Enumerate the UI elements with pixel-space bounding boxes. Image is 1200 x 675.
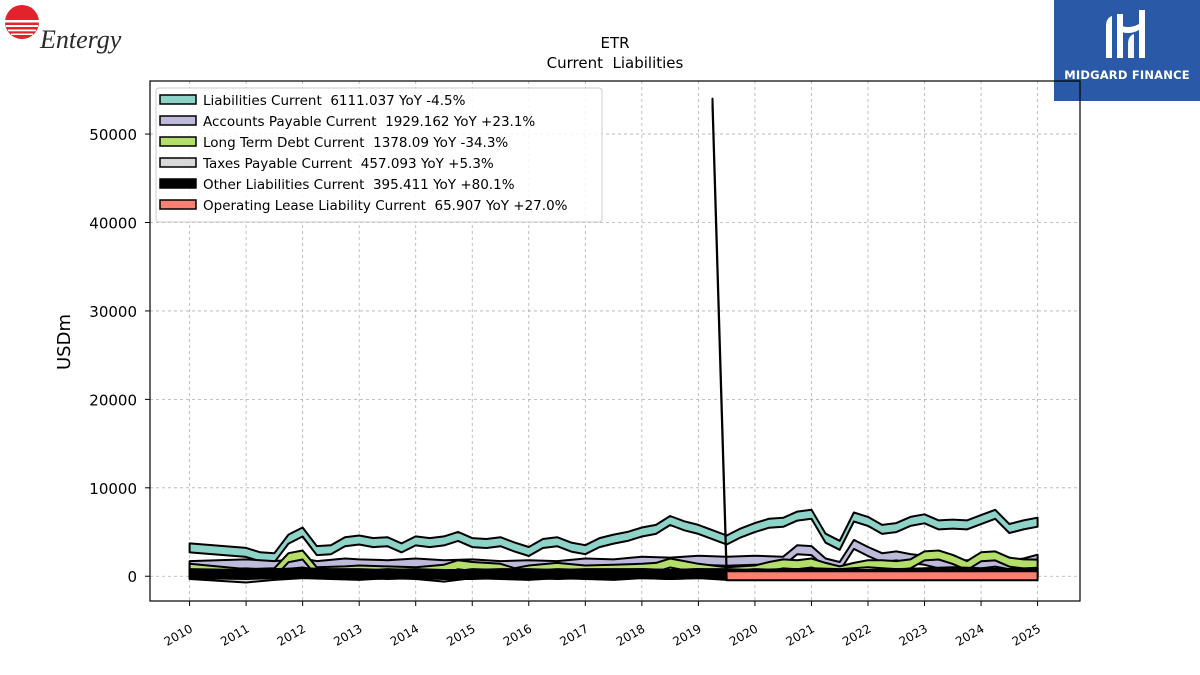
legend-swatch: [159, 199, 197, 210]
x-tick-label: 2016: [501, 621, 534, 648]
midgard-finance-logo: MIDGARD FINANCE: [1054, 0, 1200, 101]
y-tick-label: 0: [127, 568, 137, 586]
x-tick-label: 2023: [897, 621, 930, 648]
x-tick-label: 2025: [1010, 621, 1043, 648]
legend-swatch: [159, 157, 197, 168]
x-tick-label: 2019: [670, 621, 703, 648]
y-axis-label: USDm: [54, 314, 75, 370]
chart-subtitle: Current Liabilities: [547, 54, 684, 72]
x-tick-label: 2010: [162, 621, 195, 648]
entergy-logo-text: Entergy: [39, 25, 122, 54]
x-tick-label: 2024: [953, 621, 986, 648]
legend-label: Liabilities Current 6111.037 YoY -4.5%: [203, 93, 466, 109]
entergy-logo: Entergy: [4, 4, 144, 56]
legend-label: Other Liabilities Current 395.411 YoY +8…: [203, 177, 515, 193]
legend-label: Accounts Payable Current 1929.162 YoY +2…: [203, 114, 535, 130]
legend-label: Long Term Debt Current 1378.09 YoY -34.3…: [203, 135, 508, 151]
x-tick-label: 2012: [275, 621, 308, 648]
midgard-logo-text: MIDGARD FINANCE: [1064, 68, 1190, 82]
midgard-icon: [1106, 10, 1145, 58]
series-area-6: [711, 97, 1039, 582]
legend: Liabilities Current 6111.037 YoY -4.5% Ac…: [155, 87, 603, 223]
x-tick-label: 2017: [557, 621, 590, 648]
legend-swatch: [159, 178, 197, 189]
legend-swatch: [159, 115, 197, 126]
legend-box: [155, 87, 603, 223]
x-tick-label: 2011: [218, 621, 251, 648]
plot-frame: [149, 80, 1081, 602]
y-tick-label: 30000: [89, 303, 137, 321]
chart-title: ETR: [600, 34, 629, 52]
x-tick-label: 2014: [388, 621, 421, 648]
x-tick-label: 2022: [840, 621, 873, 648]
y-tick-label: 20000: [89, 391, 137, 409]
y-tick-label: 10000: [89, 480, 137, 498]
y-tick-label: 50000: [89, 126, 137, 144]
x-tick-label: 2020: [727, 621, 760, 648]
legend-label: Operating Lease Liability Current 65.907…: [203, 198, 568, 214]
x-tick-label: 2021: [784, 621, 817, 648]
x-tick-label: 2015: [444, 621, 477, 648]
x-tick-label: 2018: [614, 621, 647, 648]
legend-swatch: [159, 136, 197, 147]
y-tick-label: 40000: [89, 214, 137, 232]
x-tick-label: 2013: [331, 621, 364, 648]
legend-swatch: [159, 94, 197, 105]
series-area-1: [188, 508, 1039, 564]
legend-label: Taxes Payable Current 457.093 YoY +5.3%: [202, 156, 494, 172]
series-areas: [188, 97, 1039, 584]
